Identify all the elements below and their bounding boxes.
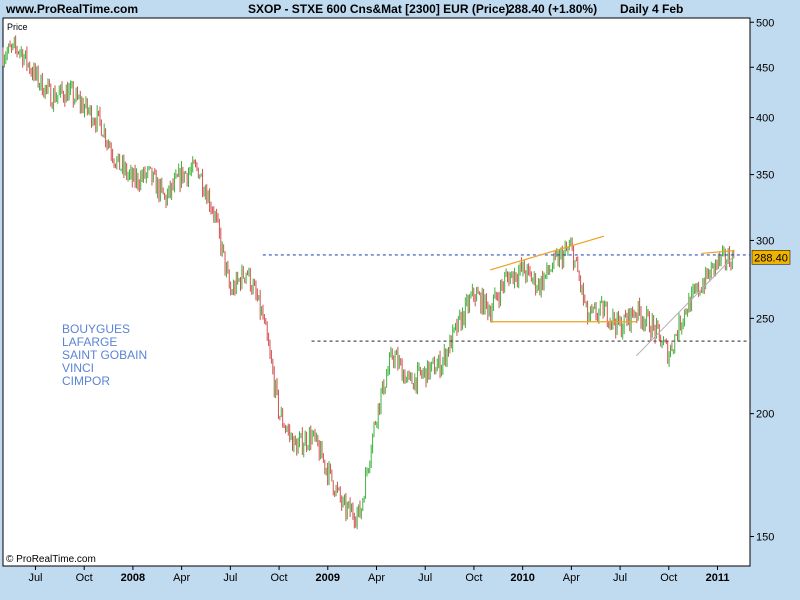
chart-header: www.ProRealTime.com SXOP - STXE 600 Cns&… [0,0,800,18]
instrument-title: SXOP - STXE 600 Cns&Mat [2300] EUR (Pric… [248,2,510,16]
last-price-tag-label: 288.40 [754,252,788,264]
x-tick-label: Jul [223,572,237,584]
company-note: LAFARGE [62,335,118,349]
y-tick-label: 400 [756,113,774,125]
rising-trend-line [635,256,735,357]
y-tick-label: 300 [756,235,774,247]
x-tick-label: Oct [465,572,482,584]
x-tick-label: Oct [76,572,93,584]
plot-area [2,17,751,567]
x-tick-label: Apr [368,572,385,584]
y-tick-label: 200 [756,409,774,421]
x-tick-label: 2009 [316,572,340,584]
x-tick-label: 2008 [121,572,145,584]
x-tick-label: Apr [563,572,580,584]
x-tick-label: Apr [173,572,190,584]
y-tick-label: 150 [756,532,774,544]
y-tick-label: 450 [756,62,774,74]
wedge-upper-line [701,249,734,255]
x-tick-label: Jul [418,572,432,584]
y-tick-label: 350 [756,170,774,182]
x-tick-label: 2011 [706,572,730,584]
last-price-tag [751,250,791,265]
last-price-change: 288.40 (+1.80%) [508,2,598,16]
panel-label: Price [7,22,28,32]
x-tick-label: Oct [271,572,288,584]
y-tick-label: 500 [756,17,774,29]
x-tick-label: Jul [28,572,42,584]
y-tick-label: 250 [756,313,774,325]
period-label: Daily 4 Feb [620,2,684,16]
company-note: SAINT GOBAIN [62,348,148,362]
company-note: VINCI [62,361,95,375]
x-tick-label: Oct [660,572,677,584]
watermark: © ProRealTime.com [6,554,96,565]
channel-upper-line [490,235,605,271]
company-note: BOUYGUES [62,322,131,336]
x-tick-label: 2010 [510,572,534,584]
site-name[interactable]: www.ProRealTime.com [6,2,139,16]
company-note: CIMPOR [62,374,110,388]
x-tick-label: Jul [613,572,627,584]
